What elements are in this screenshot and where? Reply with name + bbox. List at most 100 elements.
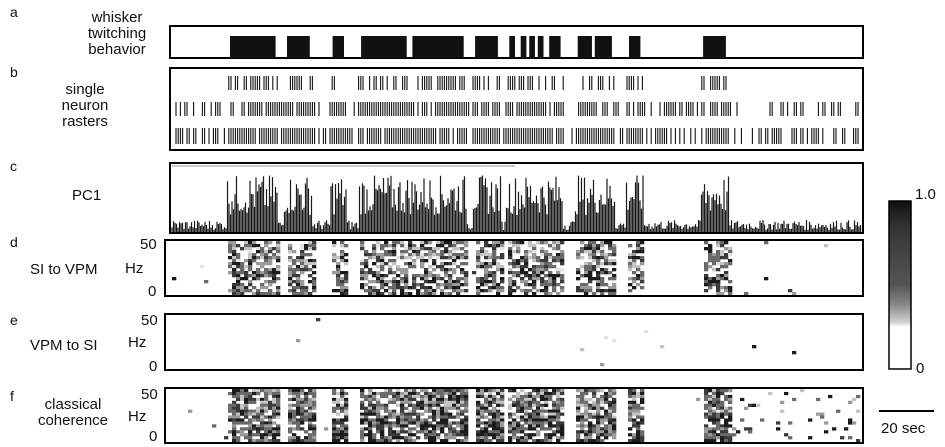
spectrogram-cell bbox=[340, 427, 345, 431]
spectrogram-cell bbox=[236, 418, 241, 422]
spectrogram-cell bbox=[296, 397, 301, 402]
spectrogram-cell bbox=[424, 418, 429, 422]
spectrogram-cell bbox=[512, 412, 517, 416]
spectrogram-cell bbox=[300, 256, 305, 260]
spectrogram-cell bbox=[552, 406, 557, 410]
spectrogram-cell bbox=[268, 389, 273, 393]
spectrogram-cell bbox=[248, 421, 253, 425]
spectrogram-cell bbox=[308, 391, 313, 396]
spectrogram-cell bbox=[576, 250, 581, 254]
spectrogram-cell bbox=[240, 271, 245, 275]
spectrogram-cell bbox=[592, 292, 597, 296]
spectrogram-cell bbox=[332, 391, 337, 396]
spectrogram-cell bbox=[396, 241, 401, 245]
spectrogram-cell bbox=[708, 436, 713, 440]
spectrogram-cell bbox=[260, 409, 265, 413]
spectrogram-cell bbox=[588, 439, 593, 443]
twitch-epoch bbox=[361, 36, 407, 58]
spectrogram-cell bbox=[632, 409, 637, 413]
spectrogram-cell bbox=[584, 433, 589, 437]
spectrogram-cell bbox=[788, 436, 793, 440]
spectrogram-cell bbox=[516, 397, 521, 402]
spectrogram-cell bbox=[632, 277, 637, 281]
spectrogram-cell bbox=[548, 415, 553, 419]
spectrogram-cell bbox=[704, 283, 709, 287]
spectrogram-cell bbox=[416, 394, 421, 399]
spectrogram-cell bbox=[392, 271, 397, 275]
spectrogram-cell bbox=[492, 433, 497, 437]
spectrogram-cell bbox=[368, 389, 373, 393]
spectrogram-cell bbox=[344, 397, 349, 402]
spectrogram-cell bbox=[524, 421, 529, 425]
spectrogram-cell bbox=[444, 268, 449, 272]
spectrogram-cell bbox=[536, 394, 541, 399]
spectrogram-cell bbox=[636, 283, 641, 287]
spectrogram-cell bbox=[236, 283, 241, 287]
spectrogram-cell bbox=[440, 256, 445, 260]
spectrogram-cell bbox=[300, 400, 305, 405]
spectrogram-cell bbox=[448, 394, 453, 399]
spectrogram-cell bbox=[532, 412, 537, 416]
spectrogram-cell bbox=[252, 409, 257, 413]
spectrogram-cell bbox=[512, 436, 517, 440]
spectrogram-cell bbox=[760, 418, 765, 422]
spectrogram-cell bbox=[536, 406, 541, 410]
spectrogram-cell bbox=[444, 389, 449, 393]
spectrogram-cell bbox=[576, 277, 581, 281]
spectrogram-cell bbox=[556, 424, 561, 428]
spectrogram-cell bbox=[720, 292, 725, 296]
spectrogram-cell bbox=[628, 439, 633, 443]
spectrogram-cell bbox=[444, 262, 449, 266]
spectrogram-cell bbox=[512, 274, 517, 278]
spectrogram-cell bbox=[272, 277, 277, 281]
spectrogram-cell bbox=[436, 403, 441, 407]
spectrogram-cell bbox=[588, 286, 593, 290]
spectrogram-cell bbox=[792, 397, 797, 402]
spectrogram-cell bbox=[336, 397, 341, 402]
spectrogram-cell bbox=[308, 400, 313, 405]
spectrogram-cell bbox=[608, 433, 613, 437]
spectrogram-cell bbox=[300, 403, 305, 407]
spectrogram-cell bbox=[552, 244, 557, 248]
spectrogram-cell bbox=[412, 391, 417, 396]
spectrogram-cell bbox=[540, 406, 545, 410]
spectrogram-cell bbox=[400, 292, 405, 296]
spectrogram-cell bbox=[256, 289, 261, 293]
spectrogram-cell bbox=[400, 244, 405, 248]
spectrogram-cell bbox=[376, 259, 381, 263]
spectrogram-cell bbox=[524, 391, 529, 396]
spectrogram-cell bbox=[496, 283, 501, 287]
spectrogram-cell bbox=[500, 389, 505, 393]
spectrogram-cell bbox=[640, 280, 645, 284]
spectrogram-cell bbox=[292, 439, 297, 443]
spectrogram-cell bbox=[592, 394, 597, 399]
spectrogram-cell bbox=[432, 247, 437, 251]
spectrogram-cell bbox=[824, 430, 829, 434]
spectrogram-cell bbox=[376, 418, 381, 422]
spectrogram-cell bbox=[380, 253, 385, 257]
spectrogram-cell bbox=[368, 391, 373, 396]
spectrogram-cell bbox=[396, 391, 401, 396]
spectrogram-cell bbox=[400, 289, 405, 293]
spectrogram-cell bbox=[584, 400, 589, 405]
spectrogram-cell bbox=[540, 397, 545, 402]
spectrogram-cell bbox=[512, 421, 517, 425]
spectrogram-cell bbox=[720, 403, 725, 407]
spectrogram-cell bbox=[296, 391, 301, 396]
spectrogram-cell bbox=[496, 262, 501, 266]
spectrogram-cell bbox=[716, 415, 721, 419]
spectrogram-cell bbox=[440, 400, 445, 405]
spectrogram-cell bbox=[432, 292, 437, 296]
spectrogram-cell bbox=[628, 244, 633, 248]
spectrogram-cell bbox=[532, 286, 537, 290]
spectrogram-cell bbox=[368, 394, 373, 399]
spectrogram-cell bbox=[312, 286, 317, 290]
spectrogram-cell bbox=[596, 250, 601, 254]
spectrogram-cell bbox=[476, 400, 481, 405]
spectrogram-cell bbox=[500, 280, 505, 284]
spectrogram-cell bbox=[460, 400, 465, 405]
spectrogram-cell bbox=[416, 415, 421, 419]
spectrogram-cell bbox=[580, 394, 585, 399]
spectrogram-cell bbox=[256, 262, 261, 266]
spectrogram-cell bbox=[580, 412, 585, 416]
